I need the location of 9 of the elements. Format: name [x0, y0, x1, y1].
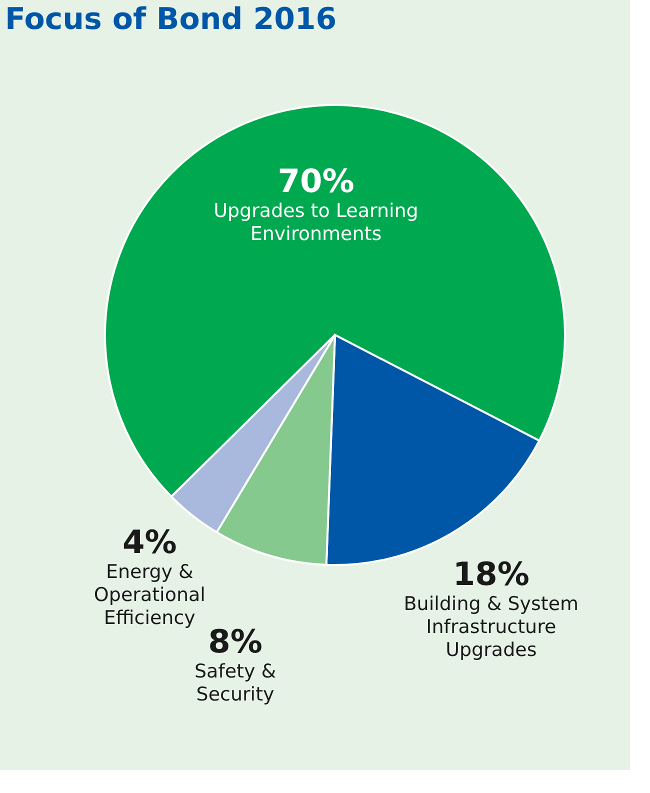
slice-label: Building & System Infrastructure Upgrades [404, 592, 579, 661]
data-label: 18% [452, 554, 530, 593]
data-label: 8% [208, 622, 262, 660]
data-label: 4% [122, 522, 177, 561]
slice-label: Safety & Security [194, 660, 276, 706]
slice-label: Upgrades to Learning Environments [214, 200, 418, 245]
chart-title: Focus of Bond 2016 [5, 2, 337, 37]
data-label: 70% [278, 162, 354, 200]
slice-label: Energy & Operational Efficiency [94, 560, 206, 629]
